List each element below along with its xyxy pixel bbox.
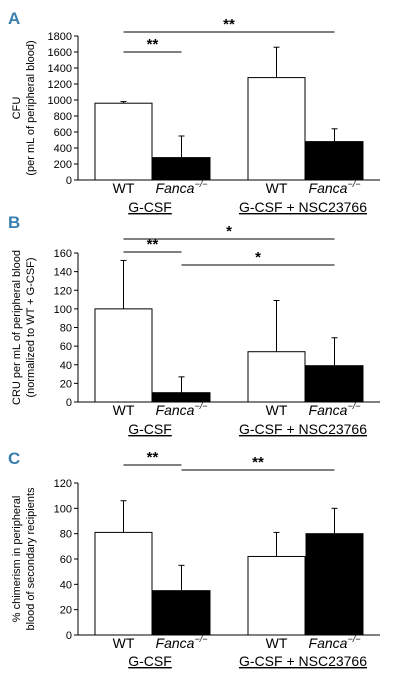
y-tick-label: 120 [54,478,72,490]
panel-letter: B [8,213,20,232]
y-tick-label: 200 [54,159,72,171]
y-tick-label: 800 [54,111,72,123]
group-label: G-CSF [128,421,172,437]
significance-label: ** [223,16,235,33]
panel-letter: C [8,449,20,468]
y-tick-label: 0 [66,175,72,187]
y-tick-label: 100 [54,503,72,515]
bar [152,157,211,181]
y-tick-label: 1800 [48,31,72,43]
category-label: Fanca−/− [309,401,361,418]
y-tick-label: 80 [60,529,72,541]
y-axis-label-2: blood of secondary recipients [25,487,37,631]
bar [247,77,306,181]
y-tick-label: 1200 [48,79,72,91]
group-label: G-CSF + NSC23766 [239,653,367,669]
category-label: WT [266,180,288,196]
y-tick-label: 40 [60,360,72,372]
bar [94,102,153,181]
y-tick-label: 80 [60,323,72,335]
y-axis-label: CFU [11,97,23,120]
group-label: G-CSF + NSC23766 [239,199,367,215]
category-label: WT [266,402,288,418]
y-axis-label-2: (normalized to WT + G-CSF) [25,257,37,397]
panel-letter: A [8,9,20,28]
chart-panel-c: C 0 20 40 60 80 100 120 % chimerism in periphera… [8,449,380,669]
category-label: Fanca−/− [156,179,208,196]
bar [152,590,211,636]
bar [94,531,153,636]
category-label: WT [113,180,135,196]
category-label: Fanca−/− [309,634,361,651]
bar [94,308,153,403]
y-tick-label: 140 [54,267,72,279]
significance-label: * [255,249,261,266]
category-label: WT [266,635,288,651]
y-tick-label: 0 [66,397,72,409]
y-tick-label: 20 [60,605,72,617]
y-axis-label-2: (per mL of peripheral blood) [25,40,37,175]
significance-label: ** [252,454,264,471]
significance-label: * [226,223,232,240]
y-tick-label: 400 [54,143,72,155]
group-label: G-CSF [128,199,172,215]
y-tick-label: 1400 [48,63,72,75]
chart-panel-b: B 0 20 40 60 80 100 120 140 160 CRU per mL of peri… [8,213,380,437]
category-label: WT [113,635,135,651]
bar [305,141,364,181]
y-axis-label: CRU per mL of peripheral blood [11,250,23,405]
category-label: Fanca−/− [156,401,208,418]
y-tick-label: 40 [60,579,72,591]
significance-label: ** [147,449,159,466]
bar [247,351,306,403]
y-tick-label: 0 [66,630,72,642]
y-tick-label: 60 [60,554,72,566]
y-tick-label: 20 [60,378,72,390]
group-label: G-CSF + NSC23766 [239,421,367,437]
y-tick-label: 1000 [48,95,72,107]
category-label: Fanca−/− [156,634,208,651]
significance-label: ** [147,236,159,253]
category-label: Fanca−/− [309,179,361,196]
y-axis-label: % chimerism in peripheral [11,496,23,623]
bar [305,365,364,403]
bar [247,555,306,636]
significance-label: ** [147,36,159,53]
y-tick-label: 1600 [48,47,72,59]
y-tick-label: 60 [60,341,72,353]
group-label: G-CSF [128,653,172,669]
y-tick-label: 120 [54,285,72,297]
y-tick-label: 160 [54,248,72,260]
bar [305,533,364,636]
chart-panel-a: A 0 200 400 600 800 1000 1200 1400 1600 1800 CFU (pe… [8,9,380,215]
y-tick-label: 600 [54,127,72,139]
category-label: WT [113,402,135,418]
y-tick-label: 100 [54,304,72,316]
